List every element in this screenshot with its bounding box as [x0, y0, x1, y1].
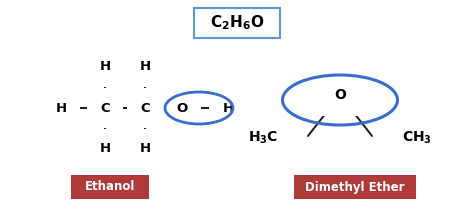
- Text: Dimethyl Ether: Dimethyl Ether: [305, 181, 405, 194]
- Text: $\mathbf{CH_3}$: $\mathbf{CH_3}$: [402, 130, 432, 146]
- Text: $\mathbf{C_2H_6O}$: $\mathbf{C_2H_6O}$: [210, 14, 264, 32]
- Text: H: H: [139, 143, 151, 155]
- FancyBboxPatch shape: [294, 175, 416, 199]
- FancyBboxPatch shape: [71, 175, 149, 199]
- Text: C: C: [100, 101, 110, 115]
- Text: H: H: [55, 101, 66, 115]
- Text: Ethanol: Ethanol: [85, 181, 135, 194]
- FancyBboxPatch shape: [194, 8, 280, 38]
- Text: H: H: [100, 143, 110, 155]
- Text: H: H: [222, 101, 234, 115]
- Text: O: O: [176, 101, 188, 115]
- Text: H: H: [139, 60, 151, 74]
- Text: $\mathbf{H_3C}$: $\mathbf{H_3C}$: [248, 130, 278, 146]
- Text: O: O: [334, 88, 346, 102]
- Text: H: H: [100, 60, 110, 74]
- Text: C: C: [140, 101, 150, 115]
